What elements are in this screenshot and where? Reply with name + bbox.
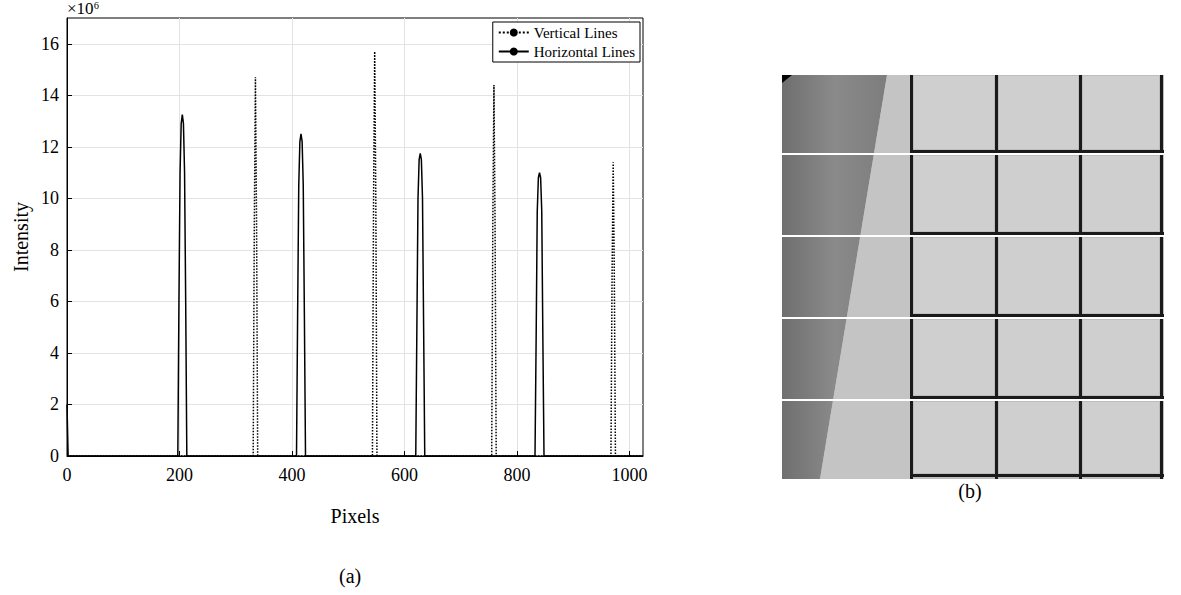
svg-text:6: 6 xyxy=(50,291,59,311)
svg-text:×10⁶: ×10⁶ xyxy=(67,0,100,18)
svg-text:(a): (a) xyxy=(339,565,361,588)
svg-text:14: 14 xyxy=(41,85,59,105)
html-text:(b): (b) xyxy=(958,480,982,502)
svg-text:1000: 1000 xyxy=(612,465,648,485)
svg-text:600: 600 xyxy=(391,465,418,485)
svg-text:Intensity: Intensity xyxy=(10,202,33,272)
svg-text:10: 10 xyxy=(41,188,59,208)
svg-text:Pixels: Pixels xyxy=(331,505,380,527)
svg-text:8: 8 xyxy=(50,240,59,260)
svg-text:800: 800 xyxy=(504,465,531,485)
svg-text:0: 0 xyxy=(63,465,72,485)
svg-text:0: 0 xyxy=(50,446,59,466)
svg-text:2: 2 xyxy=(50,394,59,414)
svg-text:400: 400 xyxy=(279,465,306,485)
svg-text:Vertical Lines: Vertical Lines xyxy=(534,25,618,41)
svg-text:Horizontal Lines: Horizontal Lines xyxy=(534,44,635,60)
svg-text:200: 200 xyxy=(166,465,193,485)
svg-text:4: 4 xyxy=(50,343,59,363)
svg-text:12: 12 xyxy=(41,137,59,157)
svg-text:16: 16 xyxy=(41,34,59,54)
